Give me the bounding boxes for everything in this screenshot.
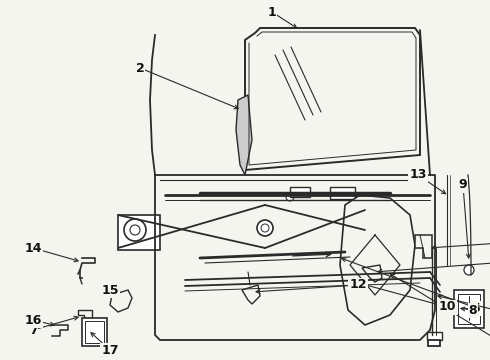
- Text: 13: 13: [409, 168, 427, 181]
- Text: 10: 10: [438, 301, 456, 314]
- Text: 7: 7: [28, 324, 37, 337]
- Text: 5: 5: [472, 302, 480, 315]
- Bar: [330, 187, 355, 199]
- Polygon shape: [242, 285, 260, 304]
- Polygon shape: [362, 265, 382, 282]
- Text: 15: 15: [101, 284, 119, 297]
- Circle shape: [124, 219, 146, 241]
- Circle shape: [257, 220, 273, 236]
- Polygon shape: [110, 290, 132, 312]
- Bar: [118, 215, 160, 250]
- Text: 2: 2: [136, 62, 145, 75]
- Text: 17: 17: [101, 343, 119, 356]
- Bar: [85, 321, 104, 343]
- Bar: [427, 332, 442, 340]
- Bar: [454, 290, 484, 328]
- Circle shape: [130, 225, 140, 235]
- Bar: [290, 187, 310, 197]
- Text: 9: 9: [459, 179, 467, 192]
- Polygon shape: [340, 195, 415, 325]
- Polygon shape: [415, 235, 432, 258]
- Polygon shape: [245, 28, 420, 170]
- Circle shape: [286, 193, 294, 201]
- Bar: [428, 340, 440, 346]
- Text: 1: 1: [268, 5, 276, 18]
- Text: 14: 14: [24, 242, 42, 255]
- Bar: [82, 318, 107, 346]
- Polygon shape: [78, 310, 92, 318]
- Text: 8: 8: [469, 303, 477, 316]
- Text: 16: 16: [24, 314, 42, 327]
- Circle shape: [261, 224, 269, 232]
- Bar: [458, 294, 480, 324]
- Polygon shape: [236, 95, 252, 175]
- Circle shape: [464, 265, 474, 275]
- Text: 12: 12: [349, 279, 367, 292]
- Circle shape: [366, 193, 374, 201]
